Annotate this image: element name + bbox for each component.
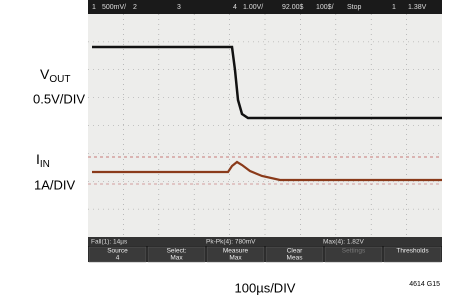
measurement: Pk-Pk(4): 780mV [206, 239, 256, 246]
menu-label: Measure [223, 248, 249, 255]
status: 3 [177, 4, 181, 11]
menu-label: Meas [287, 255, 304, 262]
vout-scale: 0.5V/DIV [33, 91, 85, 106]
vout-label: VOUT [40, 66, 70, 85]
iin-scale: 1A/DIV [34, 177, 76, 192]
menu-label: Settings [342, 248, 366, 255]
figure-id: 4614 G15 [409, 281, 440, 288]
status: 100$/ [316, 4, 334, 11]
menu-label: Source [107, 248, 128, 255]
status: 2 [133, 4, 137, 11]
menu-label: Select: [167, 248, 187, 255]
iin-label: IIN [36, 151, 50, 170]
status: 1 [92, 4, 96, 11]
figure: 1 500mV/ 2 3 4 1.00V/ 92.00$ 100$/ Stop … [0, 0, 450, 302]
menu-label: Max [170, 255, 183, 262]
status: 4 [233, 4, 237, 11]
status: 1.00V/ [243, 4, 263, 11]
status: Stop [347, 4, 362, 11]
measurement: Max(4): 1.82V [323, 239, 364, 246]
status: 92.00$ [282, 4, 304, 11]
page: 1 500mV/ 2 3 4 1.00V/ 92.00$ 100$/ Stop … [0, 0, 450, 307]
status: 500mV/ [102, 4, 126, 11]
menu-label: Max [229, 255, 242, 262]
status: 1 [392, 4, 396, 11]
menu-label: Clear [287, 248, 303, 255]
time-scale: 100µs/DIV [235, 280, 296, 295]
status: 1.38V [408, 4, 427, 11]
menu-label: 4 [116, 255, 120, 262]
measurement-bar [88, 237, 442, 246]
measurement: Fall(1): 14µs [91, 239, 128, 246]
menu-label: Thresholds [396, 248, 429, 255]
